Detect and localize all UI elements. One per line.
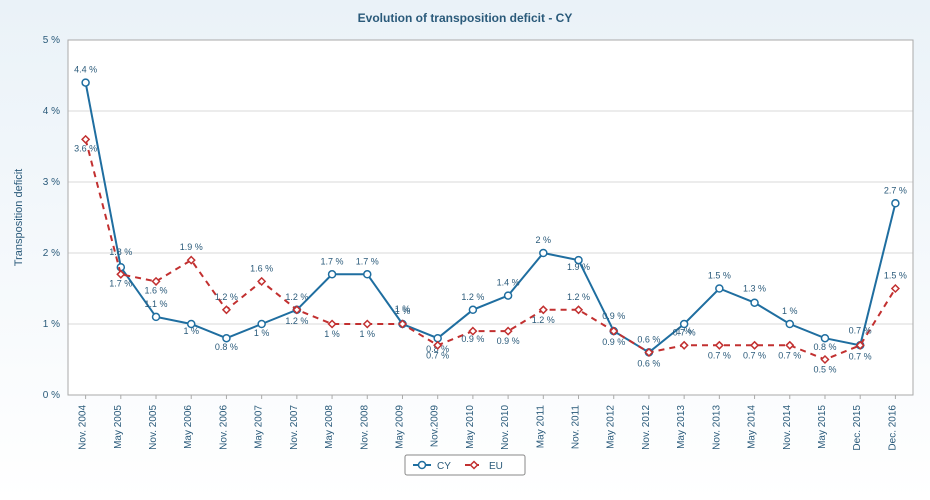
x-tick-label: Nov.2009 [430,405,441,448]
marker-cy [892,200,899,207]
y-tick-label: 2 % [43,248,60,259]
x-tick-label: May 2013 [676,405,687,449]
x-tick-label: May 2014 [747,405,758,449]
x-tick-label: May 2008 [324,405,335,449]
data-label-eu: 1.2 % [285,316,308,326]
x-tick-label: Nov. 2010 [500,405,511,450]
y-axis-label: Transposition deficit [13,169,25,266]
x-tick-label: Nov. 2006 [218,405,229,450]
data-label-cy: 1.2 % [285,292,308,302]
chart-title: Evolution of transposition deficit - CY [358,11,573,25]
x-tick-label: Nov. 2012 [641,405,652,450]
data-label-eu: 0.7 % [743,350,766,360]
data-label-cy: 1.4 % [497,278,520,288]
data-label-cy: 2.7 % [884,185,907,195]
data-label-eu: 1.6 % [250,263,273,273]
x-tick-label: Nov. 2007 [289,405,300,450]
x-tick-label: May 2007 [254,405,265,449]
marker-cy [258,321,265,328]
x-tick-label: May 2012 [606,405,617,449]
data-label-eu: 3.6 % [74,143,97,153]
data-label-cy: 1.3 % [743,284,766,294]
x-tick-label: Nov. 2013 [711,405,722,450]
marker-cy [364,271,371,278]
data-label-cy: 1 % [254,328,270,338]
data-label-eu: 0.7 % [426,350,449,360]
x-tick-label: Nov. 2008 [359,405,370,450]
marker-cy [117,264,124,271]
marker-cy [223,335,230,342]
data-label-cy: 1 % [183,326,199,336]
data-label-cy: 2 % [536,235,552,245]
data-label-cy: 0.8 % [215,342,238,352]
x-tick-label: May 2009 [394,405,405,449]
x-tick-label: Dec. 2015 [852,405,863,451]
x-tick-label: May 2005 [113,405,124,449]
data-label-cy: 1 % [782,306,798,316]
marker-cy [469,306,476,313]
marker-cy [82,79,89,86]
data-label-eu: 1.2 % [215,292,238,302]
x-tick-label: May 2010 [465,405,476,449]
data-label-eu: 0.7 % [708,350,731,360]
marker-cy [540,250,547,257]
y-tick-label: 4 % [43,106,60,117]
data-label-eu: 0.9 % [461,334,484,344]
data-label-eu: 1.7 % [109,278,132,288]
data-label-cy: 1.2 % [461,292,484,302]
x-tick-label: Nov. 2004 [78,405,89,450]
data-label-cy: 0.7 % [849,351,872,361]
data-label-eu: 1 % [395,306,411,316]
marker-cy [153,313,160,320]
data-label-eu: 1 % [324,329,340,339]
chart-svg: 0 % 1 % 2 % 3 % 4 % 5 % Evolution of transposi… [0,0,930,500]
data-label-cy: 1.7 % [356,256,379,266]
marker-cy [505,292,512,299]
data-label-cy: 0.8 % [813,342,836,352]
data-label-eu: 1.2 % [532,315,555,325]
data-label-eu: 0.7 % [778,350,801,360]
data-label-cy: 1.5 % [708,271,731,281]
data-label-eu: 1.2 % [567,292,590,302]
x-tick-label: May 2006 [183,405,194,449]
data-label-cy: 1.9 % [567,262,590,272]
marker-cy [716,285,723,292]
x-tick-label: Nov. 2011 [571,405,582,450]
data-label-eu: 0.9 % [497,336,520,346]
data-label-cy: 1.8 % [109,247,132,257]
x-tick-label: Nov. 2014 [782,405,793,450]
data-label-cy: 4.4 % [74,65,97,75]
x-tick-label: Dec. 2016 [887,405,898,451]
data-label-cy: 1.1 % [145,299,168,309]
data-label-eu: 1 % [360,329,376,339]
data-label-eu: 0.7 % [849,325,872,335]
marker-cy [786,321,793,328]
data-label-eu: 0.9 % [602,311,625,321]
y-tick-label: 5 % [43,35,60,46]
marker-cy [751,299,758,306]
y-tick-label: 3 % [43,177,60,188]
legend-label: EU [489,461,503,472]
marker-cy [434,335,441,342]
marker-cy [821,335,828,342]
data-label-eu: 1.6 % [145,285,168,295]
x-tick-label: May 2015 [817,405,828,449]
data-label-cy: 1.7 % [321,256,344,266]
data-label-cy: 0.9 % [602,337,625,347]
data-label-eu: 0.7 % [673,327,696,337]
data-label-cy: 0.6 % [637,358,660,368]
legend-label: CY [437,461,451,472]
x-tick-label: Nov. 2005 [148,405,159,450]
y-tick-label: 0 % [43,390,60,401]
y-tick-label: 1 % [43,319,60,330]
chart-container: 0 % 1 % 2 % 3 % 4 % 5 % Evolution of transposi… [0,0,930,500]
data-label-eu: 0.5 % [813,365,836,375]
marker-cy [329,271,336,278]
data-label-eu: 0.6 % [637,334,660,344]
data-label-eu: 1.9 % [180,242,203,252]
x-tick-label: May 2011 [535,405,546,449]
data-label-eu: 1.5 % [884,271,907,281]
